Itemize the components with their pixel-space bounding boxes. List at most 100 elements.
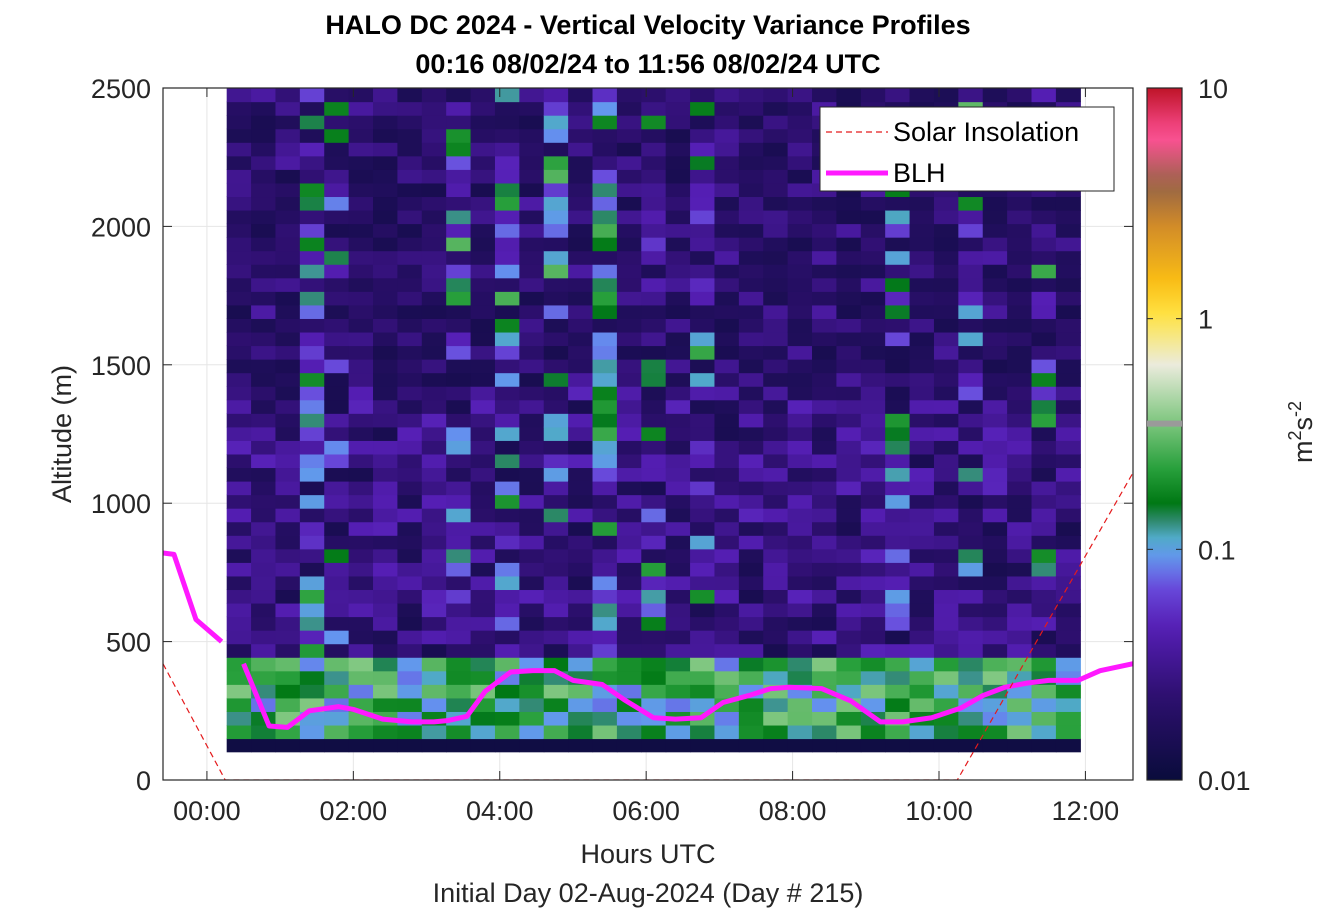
heatmap-cell <box>885 548 911 563</box>
heatmap-cell <box>446 684 472 699</box>
heatmap-cell <box>885 670 911 685</box>
heatmap-cell <box>812 237 838 252</box>
heatmap-cell <box>616 304 642 319</box>
heatmap-cell <box>690 196 716 211</box>
heatmap-cell <box>982 467 1008 482</box>
heatmap-cell <box>1055 657 1081 672</box>
heatmap-cell <box>324 467 350 482</box>
heatmap-cell <box>251 670 277 685</box>
heatmap-cell <box>982 440 1008 455</box>
heatmap-cell <box>860 535 886 550</box>
heatmap-cell <box>1007 250 1033 265</box>
heatmap-cell <box>665 630 691 645</box>
heatmap-cell <box>738 291 764 306</box>
heatmap-cell <box>324 548 350 563</box>
heatmap-cell <box>690 467 716 482</box>
heatmap-cell <box>714 494 740 509</box>
heatmap-cell <box>568 264 594 279</box>
heatmap-cell <box>860 494 886 509</box>
heatmap-cell <box>494 223 520 238</box>
heatmap-cell <box>446 169 472 184</box>
heatmap-cell <box>1007 738 1033 753</box>
heatmap-cell <box>909 575 935 591</box>
heatmap-cell <box>690 426 716 441</box>
heatmap-cell <box>251 237 277 252</box>
heatmap-cell <box>860 426 886 441</box>
heatmap-cell <box>494 101 520 116</box>
heatmap-cell <box>885 196 911 211</box>
heatmap-cell <box>933 684 959 699</box>
heatmap-cell <box>446 440 472 455</box>
heatmap-cell <box>519 264 545 279</box>
heatmap-cell <box>373 697 399 712</box>
legend: Solar Insolation BLH <box>819 106 1115 192</box>
heatmap-cell <box>592 115 618 130</box>
heatmap-cell <box>958 562 984 577</box>
heatmap-cell <box>860 670 886 685</box>
heatmap-cell <box>738 115 764 130</box>
heatmap-cell <box>251 399 277 414</box>
series-line-solar-insolation <box>163 472 1133 780</box>
heatmap-cell <box>397 480 423 496</box>
heatmap-cell <box>275 426 301 441</box>
heatmap-cell <box>494 494 520 509</box>
heatmap-cell <box>812 535 838 550</box>
heatmap-cell <box>714 237 740 252</box>
heatmap-cell <box>324 508 350 523</box>
heatmap-cell <box>275 372 301 387</box>
colorbar-marker <box>1147 420 1182 427</box>
heatmap-cell <box>470 264 496 279</box>
heatmap-cell <box>519 508 545 523</box>
heatmap-cell <box>373 182 399 198</box>
heatmap-cell <box>299 155 325 170</box>
heatmap-cell <box>958 250 984 265</box>
heatmap-cell <box>665 657 691 672</box>
heatmap-cell <box>1031 467 1057 482</box>
heatmap-cell <box>299 359 325 374</box>
heatmap-cell <box>616 115 642 130</box>
heatmap-cell <box>1055 372 1081 387</box>
heatmap-cell <box>1055 589 1081 604</box>
heatmap-cell <box>592 169 618 184</box>
heatmap-cell <box>421 223 447 238</box>
heatmap-cell <box>1031 318 1057 333</box>
heatmap-cell <box>714 453 740 469</box>
heatmap-cell <box>787 169 813 184</box>
heatmap-cell <box>299 548 325 563</box>
heatmap-cell <box>494 575 520 591</box>
heatmap-cell <box>787 196 813 211</box>
heatmap-cell <box>373 508 399 523</box>
heatmap-cell <box>299 643 325 658</box>
heatmap-cell <box>421 88 447 103</box>
heatmap-cell <box>421 264 447 279</box>
heatmap-cell <box>519 643 545 658</box>
heatmap-cell <box>690 508 716 523</box>
colorbar-tick-label: 0.1 <box>1198 535 1236 565</box>
heatmap-cell <box>665 548 691 563</box>
heatmap-cell <box>373 209 399 225</box>
heatmap-cell <box>494 697 520 712</box>
heatmap-cell <box>787 697 813 712</box>
x-tick-label: 08:00 <box>759 796 827 826</box>
heatmap-cell <box>299 616 325 631</box>
heatmap-cell <box>933 426 959 441</box>
heatmap-cell <box>324 196 350 211</box>
heatmap-cell <box>909 724 935 740</box>
heatmap-cell <box>397 196 423 211</box>
heatmap-cell <box>226 264 252 279</box>
heatmap-cell <box>690 345 716 360</box>
heatmap-cell <box>982 535 1008 550</box>
heatmap-cell <box>543 630 569 645</box>
heatmap-cell <box>421 616 447 631</box>
heatmap-cell <box>519 426 545 441</box>
heatmap-cell <box>812 697 838 712</box>
heatmap-cell <box>397 115 423 130</box>
heatmap-cell <box>470 155 496 170</box>
heatmap-cell <box>1031 237 1057 252</box>
heatmap-cell <box>933 413 959 428</box>
heatmap-cell <box>519 440 545 455</box>
heatmap-cell <box>1031 521 1057 536</box>
heatmap-cell <box>226 630 252 645</box>
heatmap-cell <box>568 684 594 699</box>
heatmap-cell <box>616 684 642 699</box>
